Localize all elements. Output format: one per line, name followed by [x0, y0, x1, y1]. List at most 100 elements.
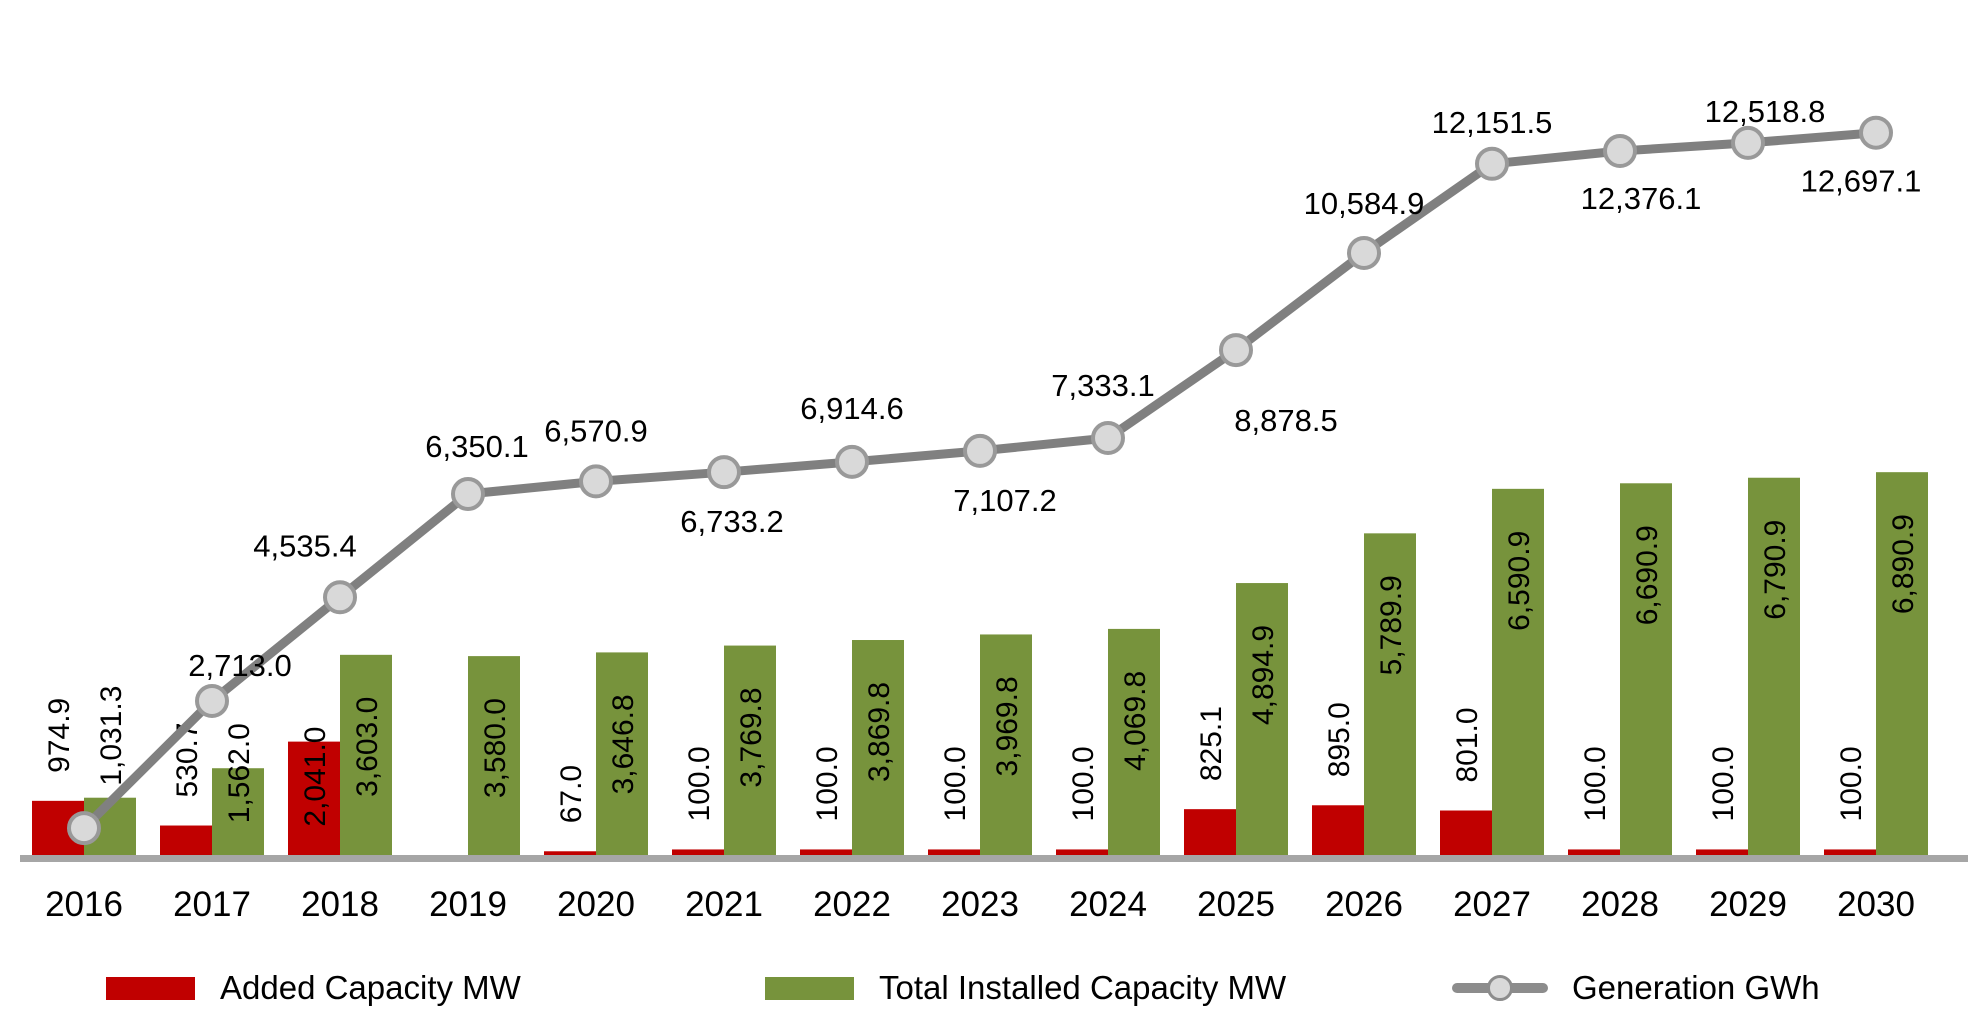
generation-value-2023: 7,107.2 [953, 483, 1056, 518]
installed-capacity-swatch [765, 976, 854, 1000]
generation-value-2017: 2,713.0 [188, 648, 291, 683]
added-capacity-bar-2028 [1568, 849, 1620, 855]
added-capacity-value-2028: 100.0 [1579, 746, 1612, 821]
generation-value-2029: 12,518.8 [1705, 94, 1826, 129]
installed-capacity-value-2020: 3,646.8 [607, 694, 640, 794]
year-label-2028: 2028 [1581, 885, 1659, 924]
year-label-2016: 2016 [45, 885, 123, 924]
added-capacity-value-2020: 67.0 [555, 765, 588, 823]
installed-capacity-bar-2018 [340, 654, 392, 855]
year-label-2018: 2018 [301, 885, 379, 924]
generation-marker-2022 [835, 444, 869, 479]
year-label-2017: 2017 [173, 885, 251, 924]
generation-marker-2019 [451, 476, 485, 511]
added-capacity-bar-2029 [1696, 849, 1748, 855]
generation-marker-2016 [67, 811, 101, 846]
generation-marker-2023 [963, 433, 997, 468]
generation-marker-2029 [1731, 125, 1765, 160]
installed-capacity-bar-2019 [468, 656, 520, 855]
generation-marker-2024 [1091, 421, 1125, 456]
generation-marker-icon [1487, 975, 1513, 1001]
added-capacity-bar-2022 [800, 849, 852, 855]
legend-label-generation: Generation GWh [1572, 969, 1820, 1006]
added-capacity-bar-2023 [928, 849, 980, 855]
generation-value-2021: 6,733.2 [680, 504, 783, 539]
legend-label-added-capacity: Added Capacity MW [220, 969, 521, 1006]
generation-marker-2017 [195, 683, 229, 718]
installed-capacity-bar-2026 [1364, 533, 1416, 855]
added-capacity-value-2016: 974.9 [43, 698, 76, 773]
added-capacity-value-2030: 100.0 [1835, 746, 1868, 821]
added-capacity-value-2023: 100.0 [939, 746, 972, 821]
installed-capacity-value-2021: 3,769.8 [735, 687, 768, 787]
installed-capacity-value-2030: 6,890.9 [1887, 514, 1920, 614]
generation-value-2019: 6,350.1 [425, 429, 528, 464]
generation-marker-2027 [1475, 146, 1509, 181]
year-label-2020: 2020 [557, 885, 635, 924]
generation-marker-2020 [579, 464, 613, 499]
installed-capacity-bar-2030 [1876, 472, 1928, 855]
generation-value-2027: 12,151.5 [1432, 105, 1553, 140]
added-capacity-bar-2030 [1824, 849, 1876, 855]
installed-capacity-value-2029: 6,790.9 [1759, 520, 1792, 620]
generation-marker-2028 [1603, 134, 1637, 169]
added-capacity-bar-2025 [1184, 809, 1236, 855]
added-capacity-bar-2020 [544, 851, 596, 855]
generation-value-2024: 7,333.1 [1051, 368, 1154, 403]
generation-marker-2018 [323, 580, 357, 615]
installed-capacity-bar-2024 [1108, 628, 1160, 855]
added-capacity-value-2022: 100.0 [811, 746, 844, 821]
installed-capacity-value-2018: 3,603.0 [351, 697, 384, 797]
added-capacity-bar-2021 [672, 849, 724, 855]
generation-value-2020: 6,570.9 [544, 413, 647, 448]
legend-label-installed-capacity: Total Installed Capacity MW [879, 969, 1287, 1006]
generation-value-2030: 12,697.1 [1801, 164, 1922, 199]
installed-capacity-value-2017: 1,562.0 [223, 723, 256, 823]
generation-marker-2030 [1859, 115, 1893, 150]
generation-value-2022: 6,914.6 [800, 391, 903, 426]
installed-capacity-bar-2029 [1748, 477, 1800, 855]
year-label-2023: 2023 [941, 885, 1019, 924]
year-label-2024: 2024 [1069, 885, 1147, 924]
added-capacity-bar-2018 [288, 741, 340, 855]
installed-capacity-value-2026: 5,789.9 [1375, 575, 1408, 675]
year-label-2026: 2026 [1325, 885, 1403, 924]
installed-capacity-bar-2028 [1620, 483, 1672, 855]
added-capacity-value-2026: 895.0 [1323, 702, 1356, 777]
added-capacity-value-2024: 100.0 [1067, 746, 1100, 821]
year-label-2029: 2029 [1709, 885, 1787, 924]
installed-capacity-bar-2022 [852, 640, 904, 855]
installed-capacity-value-2028: 6,690.9 [1631, 525, 1664, 625]
year-label-2030: 2030 [1837, 885, 1915, 924]
year-label-2025: 2025 [1197, 885, 1275, 924]
legend-item-installed-capacity: Total Installed Capacity MW [765, 968, 1286, 1008]
added-capacity-bar-2026 [1312, 805, 1364, 855]
installed-capacity-value-2016: 1,031.3 [95, 686, 128, 786]
year-label-2021: 2021 [685, 885, 763, 924]
installed-capacity-value-2024: 4,069.8 [1119, 671, 1152, 771]
installed-capacity-bar-2021 [724, 645, 776, 855]
installed-capacity-value-2027: 6,590.9 [1503, 531, 1536, 631]
generation-value-2018: 4,535.4 [253, 528, 356, 563]
installed-capacity-bar-2023 [980, 634, 1032, 855]
added-capacity-value-2018: 2,041.0 [299, 727, 332, 827]
legend-item-generation: Generation GWh [1452, 968, 1820, 1008]
installed-capacity-bar-2025 [1236, 583, 1288, 855]
added-capacity-bar-2024 [1056, 849, 1108, 855]
added-capacity-swatch [106, 976, 195, 1000]
generation-marker-2021 [707, 455, 741, 490]
added-capacity-value-2025: 825.1 [1195, 706, 1228, 781]
generation-line-swatch [1452, 975, 1548, 1001]
installed-capacity-value-2023: 3,969.8 [991, 676, 1024, 776]
generation-value-2025: 8,878.5 [1234, 403, 1337, 438]
added-capacity-value-2021: 100.0 [683, 746, 716, 821]
installed-capacity-value-2019: 3,580.0 [479, 698, 512, 798]
generation-marker-2025 [1219, 333, 1253, 368]
installed-capacity-value-2022: 3,869.8 [863, 682, 896, 782]
added-capacity-value-2027: 801.0 [1451, 707, 1484, 782]
legend-item-added-capacity: Added Capacity MW [106, 968, 521, 1008]
installed-capacity-value-2025: 4,894.9 [1247, 625, 1280, 725]
installed-capacity-bar-2020 [596, 652, 648, 855]
added-capacity-bar-2017 [160, 825, 212, 855]
